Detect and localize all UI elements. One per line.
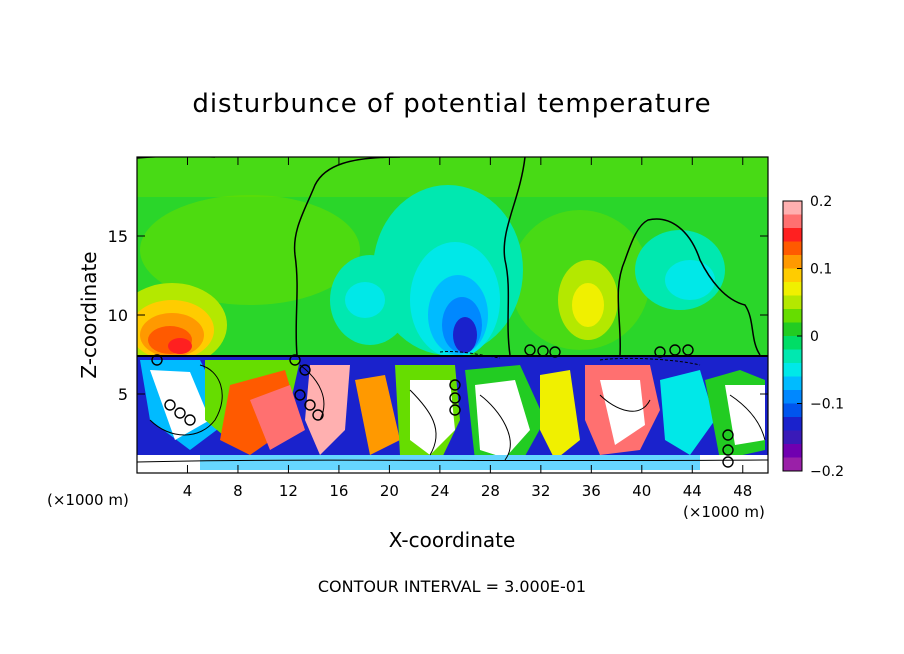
colorbar-swatch <box>783 214 802 229</box>
colorbar-swatch <box>783 228 802 242</box>
x-tick-label: 40 <box>632 482 651 500</box>
x-axis-label: X-coordinate <box>389 528 516 552</box>
plot-area <box>137 157 768 473</box>
colorbar-swatch <box>783 295 802 310</box>
contour-interval-note: CONTOUR INTERVAL = 3.000E-01 <box>318 577 586 596</box>
colorbar-tick-label: 0 <box>810 329 819 345</box>
colorbar-swatch <box>783 403 802 418</box>
colorbar-swatch <box>783 390 802 404</box>
colorbar-swatch <box>783 363 802 377</box>
warm-anomaly-left <box>137 283 227 367</box>
x-tick-label: 36 <box>582 482 601 500</box>
x-tick-label: 16 <box>329 482 348 500</box>
cold-anomaly-mid <box>330 255 410 345</box>
y-tick-label: 15 <box>108 227 128 246</box>
colorbar-swatch <box>783 430 802 445</box>
colorbar <box>783 201 802 472</box>
y-tick-label: 5 <box>118 385 128 404</box>
colorbar-tick-label: 0.1 <box>810 262 832 278</box>
colorbar-swatch <box>783 201 802 215</box>
colorbar-swatch <box>783 336 802 350</box>
colorbar-swatch <box>783 255 802 269</box>
x-unit-label-left: (×1000 m) <box>47 491 129 509</box>
x-tick-label: 12 <box>279 482 298 500</box>
x-tick-label: 4 <box>183 482 193 500</box>
colorbar-swatch <box>783 457 802 472</box>
colorbar-swatch <box>783 417 802 431</box>
x-tick-label: 24 <box>430 482 449 500</box>
y-tick-label: 10 <box>108 306 128 325</box>
boundary-eddies <box>137 360 768 473</box>
colorbar-swatch <box>783 309 802 323</box>
field-band-left <box>140 195 360 305</box>
x-tick-label: 20 <box>380 482 399 500</box>
x-axis: 4 8 12 16 20 24 28 32 36 40 44 48 <box>183 157 752 500</box>
warm-anomaly-right <box>558 260 618 340</box>
cold-anomaly-center <box>373 185 523 358</box>
y-axis-label: Z-coordinate <box>77 251 101 378</box>
y-axis: 5 10 15 <box>108 227 768 404</box>
colorbar-swatch <box>783 241 802 256</box>
x-tick-label: 8 <box>233 482 243 500</box>
colorbar-tick-label: −0.1 <box>810 397 844 413</box>
colorbar-tick-label: −0.2 <box>810 464 844 480</box>
x-tick-label: 28 <box>481 482 500 500</box>
chart-title: disturbunce of potential temperature <box>192 89 711 119</box>
x-tick-label: 48 <box>733 482 752 500</box>
colorbar-swatch <box>783 268 802 283</box>
colorbar-swatch <box>783 444 802 458</box>
colorbar-swatch <box>783 282 802 296</box>
colorbar-tick-label: 0.2 <box>810 194 832 210</box>
x-tick-label: 32 <box>531 482 550 500</box>
contour-loops <box>151 344 734 468</box>
x-tick-label: 44 <box>683 482 702 500</box>
x-unit-label-right: (×1000 m) <box>683 503 765 521</box>
colorbar-swatch <box>783 349 802 364</box>
colorbar-swatch <box>783 322 802 337</box>
cold-anomaly-right <box>635 230 725 310</box>
colorbar-swatch <box>783 376 802 391</box>
colorbar-ticks: 0.2 0.1 0 −0.1 −0.2 <box>797 194 844 480</box>
